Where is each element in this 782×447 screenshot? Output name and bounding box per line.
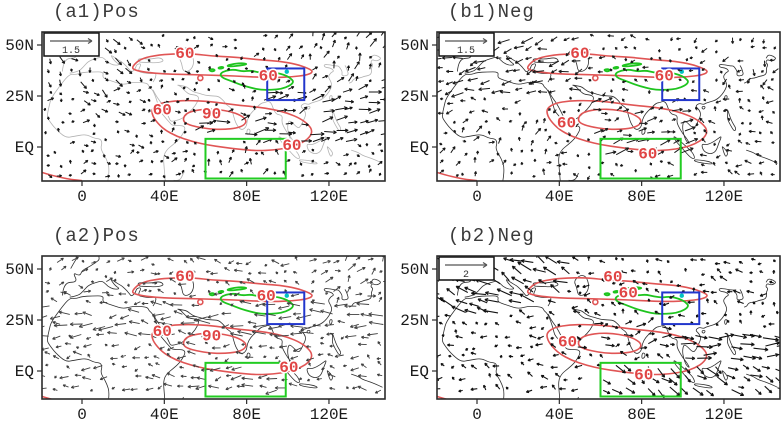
y-tick-label: 25N [5,312,34,330]
map-frame [41,255,386,400]
lake-dot [679,293,684,298]
contour-label: 60 [259,68,278,86]
axes: 50N 25N EQ 0 40E 80E 120E [5,37,348,206]
lake-dot [284,293,289,298]
ref-vector-value: 1.5 [457,46,475,57]
map-canvas-a1: 60 60 60 90 60 1.5 50N 25N EQ 0 40E 80E 120E [5,31,386,206]
plateau-layer [208,62,294,91]
x-tick-label: 40E [545,406,574,424]
contour-label: 90 [202,105,221,123]
y-tick-label: 25N [5,88,34,106]
panel-b2: (b2)Neg 60 60 60 60 2 50N 25N EQ 0 40E 80E 120E [391,224,782,447]
x-tick-label: 40E [150,188,179,206]
x-tick-label: 120E [310,406,348,424]
contour-layer [437,52,708,181]
panel-title-b2: (b2)Neg [448,225,535,247]
map-canvas-b1: 60 60 60 60 1.5 50N 25N EQ 0 40E 80E 120E [400,31,781,206]
x-tick-label: 80E [232,406,261,424]
contour-label: 60 [603,269,622,287]
x-tick-label: 0 [77,406,87,424]
plateau-layer [603,62,689,91]
panel-b1: (b1)Neg 60 60 60 60 1.5 50N 25N EQ 0 40E 80E 120E [391,0,782,223]
x-tick-label: 0 [77,188,87,206]
panel-title-a2: (a2)Pos [53,225,140,247]
lake-dot [284,69,289,74]
contour-label: 60 [175,45,194,63]
ref-arrow-icon [445,261,488,269]
blue-box [266,291,306,326]
blue-box [661,67,701,102]
axes: 50N 25N EQ 0 40E 80E 120E [400,37,743,206]
x-tick-label: 120E [310,188,348,206]
green-box [599,137,682,180]
x-tick-label: 120E [705,188,743,206]
map-layers [437,256,780,399]
blue-box [266,67,306,102]
contour-label: 60 [634,367,653,385]
contour-label: 90 [202,327,221,345]
map-layers [437,32,779,181]
x-tick-label: 0 [472,406,482,424]
axes: 50N 25N EQ 0 40E 80E 120E [5,261,348,424]
contour-label: 60 [279,359,298,377]
y-tick-label: EQ [15,363,34,381]
contour-label: 60 [655,68,674,86]
y-tick-label: 25N [400,88,429,106]
map-frame [436,31,781,182]
ref-vector-box: 1.5 [43,32,100,57]
map-frame [436,255,781,400]
x-tick-label: 0 [472,188,482,206]
green-box [599,361,682,398]
contour-label: 60 [257,288,276,306]
coastline-layer [47,256,383,399]
x-tick-label: 40E [545,188,574,206]
contour-label: 60 [558,333,577,351]
contour-label: 60 [570,45,589,63]
panel-a2: (a2)Pos 60 60 60 90 60 50N 25N EQ 0 40E 80E 120E [0,224,391,447]
y-tick-label: 50N [400,261,429,279]
ref-vector-box: 1.5 [438,32,495,57]
y-tick-label: 50N [5,37,34,55]
wind-arrow-layer [42,256,385,395]
y-tick-label: EQ [410,363,429,381]
y-tick-label: EQ [410,139,429,157]
map-frame [41,31,386,182]
y-tick-label: 50N [5,261,34,279]
contour-label: 60 [282,137,301,155]
panel-a1: (a1)Pos 60 60 60 90 60 1.5 50N 25N EQ 0 40E 80E 120E [0,0,391,223]
y-tick-label: 50N [400,37,429,55]
contour-label: 60 [619,284,638,302]
x-tick-label: 80E [232,188,261,206]
x-tick-label: 40E [150,406,179,424]
contour-label: 60 [175,268,194,286]
x-tick-label: 80E [627,406,656,424]
ref-vector-value: 1.5 [62,46,80,57]
wind-arrow-layer [437,33,779,181]
y-tick-label: EQ [15,139,34,157]
x-tick-label: 120E [705,406,743,424]
blue-box [661,291,701,326]
green-box [204,361,287,398]
contour-layer [42,52,313,181]
ref-vector-value: 2 [463,270,469,281]
contour-label: 60 [638,146,657,164]
x-tick-label: 80E [627,188,656,206]
contour-label: 60 [153,101,172,119]
axes: 50N 25N EQ 0 40E 80E 120E [400,261,743,424]
ref-arrow-icon [50,37,93,45]
contour-label: 60 [153,323,172,341]
panel-title-a1: (a1)Pos [53,1,140,23]
ref-arrow-icon [445,37,488,45]
panel-title-b1: (b1)Neg [448,1,535,23]
y-tick-label: 25N [400,312,429,330]
wind-arrow-layer [437,256,780,399]
ref-vector-box: 2 [438,256,495,281]
map-canvas-a2: 60 60 60 90 60 50N 25N EQ 0 40E 80E 120E [5,255,386,424]
contour-label: 60 [557,115,576,133]
green-box [204,137,287,180]
map-layers [42,256,385,399]
